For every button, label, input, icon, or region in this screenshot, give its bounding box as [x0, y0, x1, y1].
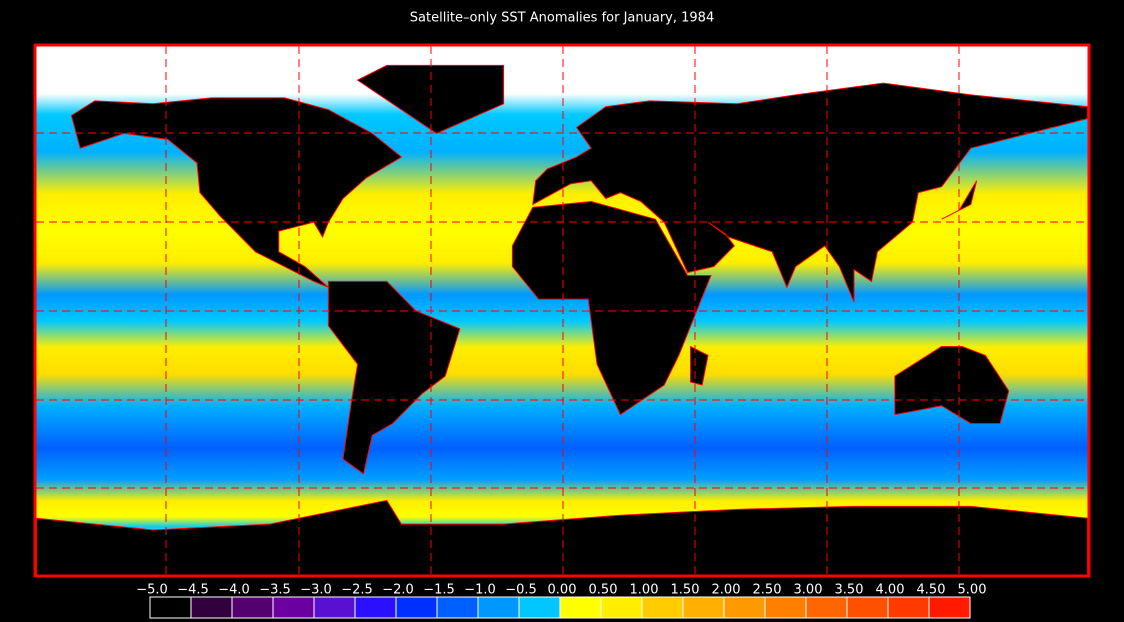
landmass [532, 82, 1088, 303]
colorbar-label: 5.00 [958, 583, 987, 598]
colorbar-label: −1.0 [464, 583, 496, 598]
colorbar-label: −2.5 [341, 583, 373, 598]
colorbar-label: 0.00 [548, 583, 577, 598]
colorbar-label: 3.50 [835, 583, 864, 598]
colorbar-label: −4.0 [218, 583, 250, 598]
color-box [518, 596, 561, 619]
color-box [231, 596, 274, 619]
color-box [928, 596, 971, 619]
color-box [395, 596, 438, 619]
map [36, 46, 1088, 575]
landmass [70, 97, 403, 288]
colorbar-label: −0.5 [505, 583, 537, 598]
colorbar: −5.0 −4.5 −4.0 −3.5 −3.0 −2.5 −2.0 −1.5 −1.0 −0.5… [136, 583, 986, 619]
color-box [846, 596, 889, 619]
colorbar-label: 2.00 [712, 583, 741, 598]
color-box [887, 596, 930, 619]
colorbar-label: 1.50 [671, 583, 700, 598]
color-box [436, 596, 479, 619]
landmass [941, 180, 978, 220]
color-box [313, 596, 356, 619]
colorbar-label: −3.0 [300, 583, 332, 598]
color-box [764, 596, 807, 619]
colorbar-label: −1.5 [423, 583, 455, 598]
colorbar-label: 4.50 [917, 583, 946, 598]
landmass [894, 346, 1010, 424]
colorbar-label: −4.5 [177, 583, 209, 598]
color-box [641, 596, 684, 619]
colorbar-label: −5.0 [136, 583, 168, 598]
colorbar-label: −2.0 [382, 583, 414, 598]
color-box [477, 596, 520, 619]
colorbar-label: −3.5 [259, 583, 291, 598]
colorbar-label: 1.00 [630, 583, 659, 598]
color-box [600, 596, 643, 619]
color-box [559, 596, 602, 619]
landmass [327, 280, 461, 475]
color-box [272, 596, 315, 619]
landmass [511, 200, 712, 416]
color-box [805, 596, 848, 619]
color-box [723, 596, 766, 619]
colorbar-label: 2.50 [753, 583, 782, 598]
color-box [190, 596, 233, 619]
map-frame [33, 43, 1091, 578]
color-box [354, 596, 397, 619]
color-box [149, 596, 192, 619]
map-title: Satellite–only SST Anomalies for January… [410, 11, 714, 26]
colorbar-label: 0.50 [589, 583, 618, 598]
color-box [682, 596, 725, 619]
colorbar-label: 3.00 [794, 583, 823, 598]
colorbar-label: 4.00 [876, 583, 905, 598]
